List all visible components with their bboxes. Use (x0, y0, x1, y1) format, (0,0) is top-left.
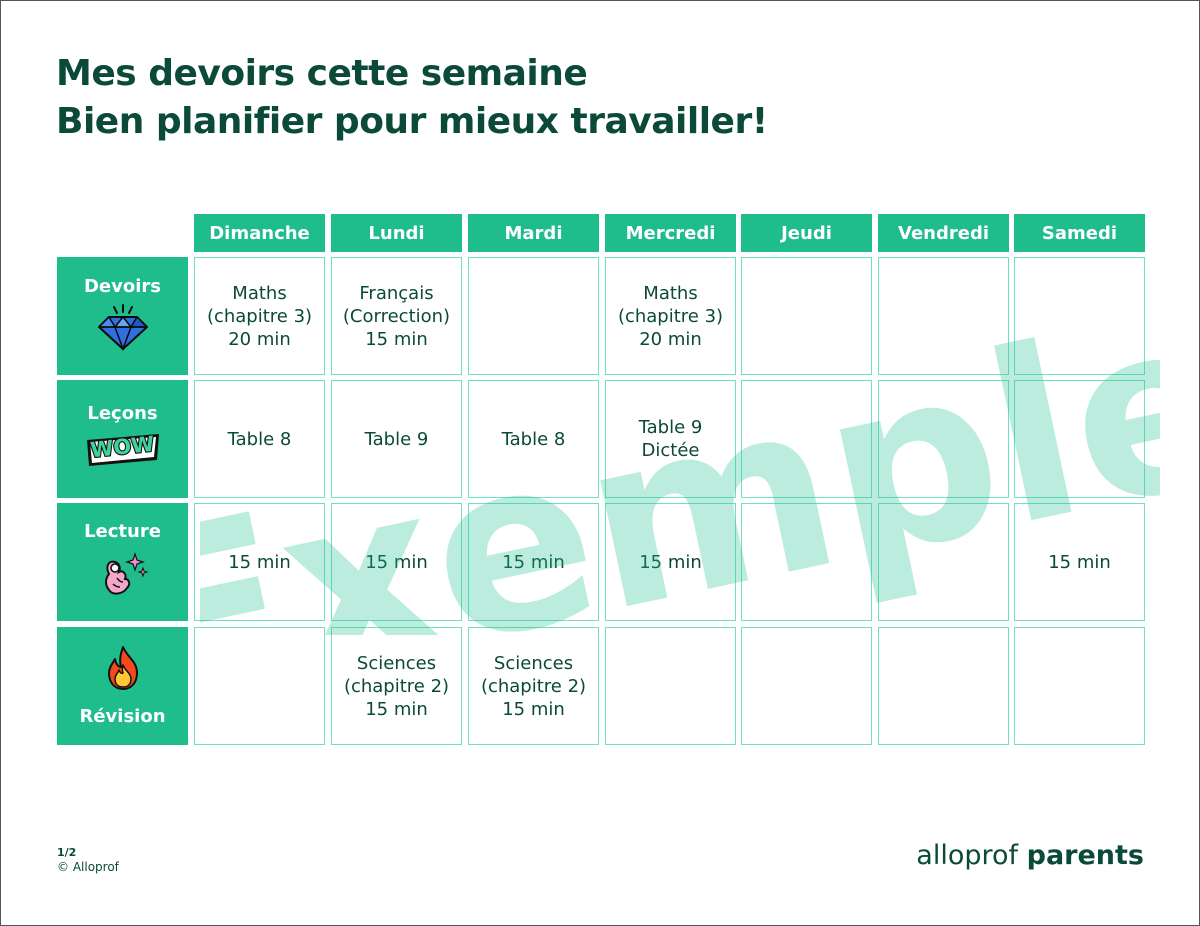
schedule-cell (194, 627, 325, 745)
schedule-cell: Table 9 Dictée (605, 380, 736, 498)
cell-text-line: 15 min (365, 551, 428, 573)
day-header-mardi: Mardi (468, 214, 599, 252)
diamond-icon (95, 303, 151, 356)
schedule-cell (605, 627, 736, 745)
cell-text-line: 15 min (502, 551, 565, 573)
cell-text-line: 15 min (228, 551, 291, 573)
cell-text-line: Français (359, 282, 434, 304)
row-label-devoirs: Devoirs (83, 276, 161, 297)
cell-text-line: (chapitre 2) (480, 675, 587, 697)
cell-text-line: (chapitre 3) (206, 305, 313, 327)
page-title: Mes devoirs cette semaine Bien planifier… (56, 50, 768, 146)
cell-text-line: Table 8 (227, 428, 292, 450)
day-header-mercredi: Mercredi (605, 214, 736, 252)
schedule-cell (878, 257, 1009, 375)
cell-text-line: 20 min (228, 328, 291, 350)
schedule-cell: Sciences (chapitre 2) 15 min (468, 627, 599, 745)
schedule-cell: Table 8 (194, 380, 325, 498)
cell-text-line: 15 min (1048, 551, 1111, 573)
cell-text-line: Table 9 (364, 428, 429, 450)
wow-sticker-icon: WOW (83, 430, 163, 475)
schedule-cell (741, 257, 872, 375)
brand-part-1: alloprof (916, 840, 1019, 871)
schedule-cell: Maths (chapitre 3) 20 min (605, 257, 736, 375)
fire-icon (103, 645, 143, 696)
schedule-cell: Maths (chapitre 3) 20 min (194, 257, 325, 375)
schedule-cell: Français (Correction) 15 min (331, 257, 462, 375)
schedule-cell (1014, 257, 1145, 375)
schedule-cell (741, 627, 872, 745)
schedule-cell: 15 min (468, 503, 599, 621)
cell-text-line: 15 min (365, 698, 428, 720)
cell-text-line: Table 8 (501, 428, 566, 450)
row-header-lecture: Lecture (57, 503, 188, 621)
cell-text-line: Maths (643, 282, 698, 304)
page-number: 1/2 (57, 846, 77, 859)
cell-text-line: 20 min (639, 328, 702, 350)
copyright: © Alloprof (57, 860, 119, 874)
schedule-cell (1014, 627, 1145, 745)
cell-text-line: Dictée (641, 440, 700, 461)
title-line-1: Mes devoirs cette semaine (56, 53, 588, 94)
brand-logo: alloprof parents (916, 840, 1144, 871)
row-header-revision: Révision (57, 627, 188, 745)
cell-text-line: (Correction) (342, 305, 451, 327)
row-header-devoirs: Devoirs (57, 257, 188, 375)
schedule-cell: 15 min (194, 503, 325, 621)
brand-part-2: parents (1026, 840, 1144, 871)
title-line-2: Bien planifier pour mieux travailler! (56, 101, 768, 142)
ok-hand-sparkles-icon (95, 548, 151, 603)
day-header-dimanche: Dimanche (194, 214, 325, 252)
cell-text-line: (chapitre 3) (617, 305, 724, 327)
row-label-lecons: Leçons (87, 403, 158, 424)
row-label-revision: Révision (79, 706, 166, 727)
cell-text-line: Maths (232, 282, 287, 304)
schedule-cell: Table 9 (331, 380, 462, 498)
row-label-lecture: Lecture (84, 521, 161, 542)
schedule-cell: Sciences (chapitre 2) 15 min (331, 627, 462, 745)
schedule-cell (741, 503, 872, 621)
cell-text-line: 15 min (365, 328, 428, 350)
day-header-jeudi: Jeudi (741, 214, 872, 252)
row-header-lecons: Leçons WOW (57, 380, 188, 498)
schedule-cell (878, 380, 1009, 498)
cell-text-line: (chapitre 2) (343, 675, 450, 697)
schedule-cell (878, 503, 1009, 621)
cell-text-line: Sciences (356, 652, 437, 674)
schedule-cell: 15 min (605, 503, 736, 621)
cell-text-line: 15 min (639, 551, 702, 573)
schedule-cell (1014, 380, 1145, 498)
cell-text-line: Sciences (493, 652, 574, 674)
cell-text-line: Table 9 (638, 417, 703, 438)
cell-text-line: 15 min (502, 698, 565, 720)
day-header-samedi: Samedi (1014, 214, 1145, 252)
schedule-cell (741, 380, 872, 498)
schedule-cell: 15 min (331, 503, 462, 621)
schedule-cell (878, 627, 1009, 745)
schedule-cell: Table 8 (468, 380, 599, 498)
day-header-lundi: Lundi (331, 214, 462, 252)
day-header-vendredi: Vendredi (878, 214, 1009, 252)
schedule-cell (468, 257, 599, 375)
schedule-cell: 15 min (1014, 503, 1145, 621)
